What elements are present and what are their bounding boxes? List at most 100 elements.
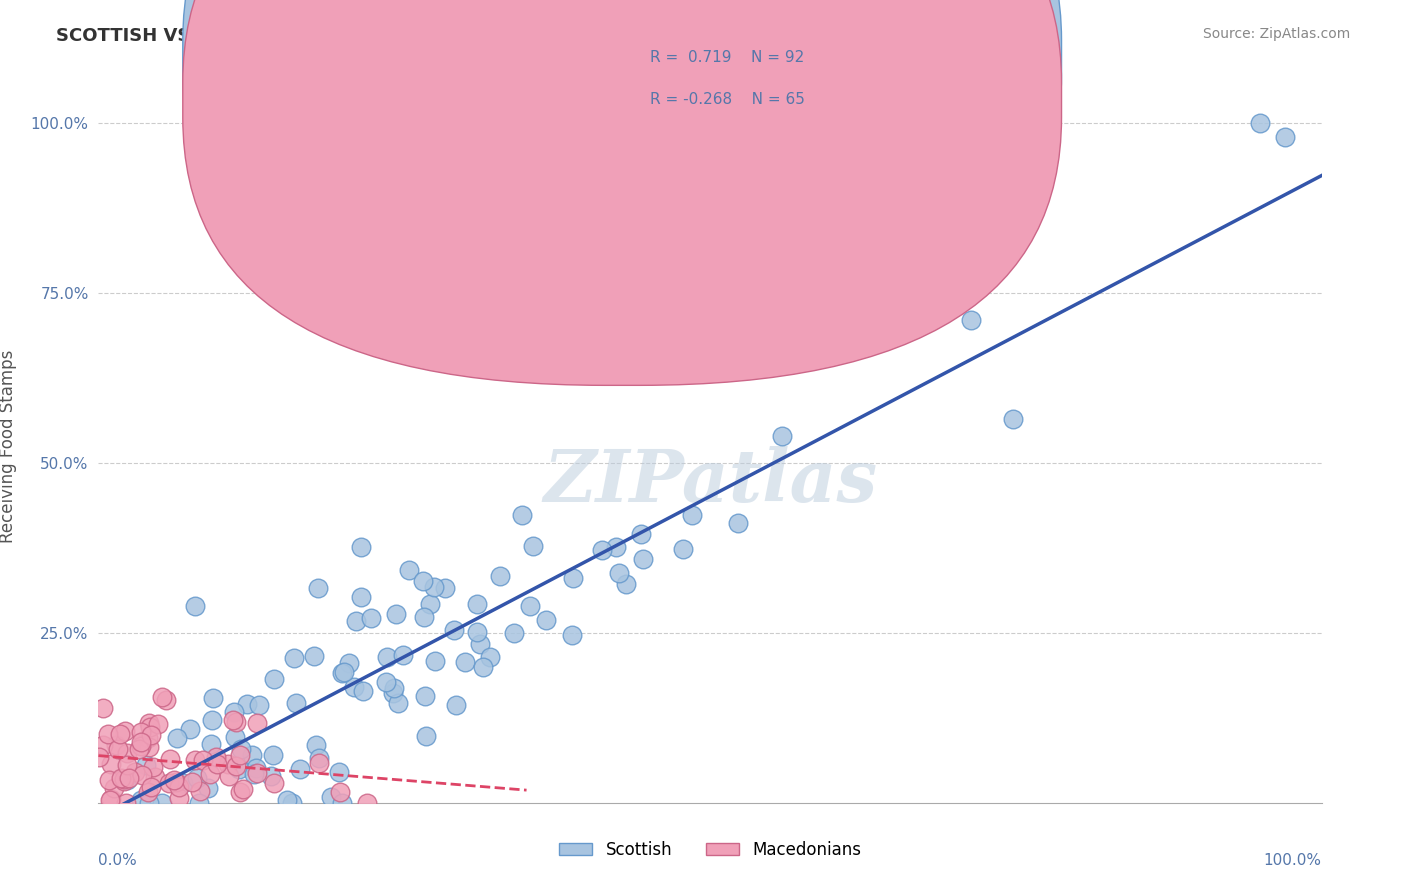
Point <box>91 700 114 714</box>
Point <box>319 790 342 805</box>
Point <box>534 613 557 627</box>
Point <box>1249 116 1271 130</box>
Point <box>453 655 475 669</box>
Point <box>188 796 211 810</box>
Point <box>200 738 222 752</box>
Point <box>217 756 239 771</box>
Point <box>191 753 214 767</box>
Point <box>519 599 541 613</box>
Point <box>225 759 247 773</box>
Point <box>391 648 413 662</box>
Point <box>97 727 120 741</box>
Point <box>201 691 224 706</box>
Point <box>165 775 187 789</box>
Point <box>229 785 252 799</box>
Point <box>330 665 353 680</box>
Point <box>197 780 219 795</box>
Point <box>375 674 398 689</box>
Point <box>308 751 330 765</box>
Point <box>330 796 353 810</box>
Point <box>561 628 583 642</box>
Point <box>131 739 153 754</box>
Point <box>630 526 652 541</box>
Point <box>150 690 173 705</box>
Point <box>245 760 267 774</box>
Y-axis label: Receiving Food Stamps: Receiving Food Stamps <box>0 350 17 542</box>
Point <box>142 760 165 774</box>
Point <box>419 597 441 611</box>
Point <box>412 574 434 589</box>
Point <box>91 738 114 752</box>
Point <box>465 598 488 612</box>
Point <box>510 508 533 522</box>
Point <box>114 724 136 739</box>
Point <box>681 508 703 523</box>
Point <box>188 784 211 798</box>
Point <box>478 650 501 665</box>
Text: ZIPatlas: ZIPatlas <box>543 446 877 517</box>
Point <box>333 665 356 680</box>
Point <box>260 769 283 783</box>
Point <box>117 747 139 761</box>
Point <box>110 772 132 786</box>
Point <box>433 581 456 595</box>
Point <box>262 747 284 762</box>
Point <box>198 767 221 781</box>
Point <box>108 727 131 741</box>
Point <box>229 747 252 762</box>
Point <box>112 774 135 789</box>
Point <box>150 796 173 810</box>
Point <box>609 566 631 581</box>
Point <box>591 543 613 558</box>
Point <box>356 796 378 810</box>
Point <box>100 792 122 806</box>
Point <box>468 637 491 651</box>
Point <box>141 780 163 794</box>
Point <box>103 780 125 795</box>
Point <box>285 696 308 710</box>
Point <box>117 757 139 772</box>
Point <box>224 730 246 744</box>
Point <box>207 756 229 771</box>
Point <box>263 672 285 686</box>
Point <box>138 796 160 810</box>
Point <box>180 775 202 789</box>
Text: 0.0%: 0.0% <box>98 853 138 868</box>
Point <box>242 767 264 781</box>
Point <box>141 728 163 742</box>
Point <box>727 516 749 530</box>
Point <box>360 611 382 625</box>
Point <box>236 697 259 711</box>
Point <box>128 741 150 756</box>
Point <box>184 599 207 613</box>
Point <box>425 654 447 668</box>
Point <box>329 785 352 799</box>
Point <box>344 614 367 628</box>
Point <box>115 773 138 788</box>
Point <box>136 731 159 746</box>
Point <box>166 731 188 746</box>
Point <box>112 772 135 787</box>
Point <box>443 623 465 637</box>
Point <box>138 740 160 755</box>
Point <box>98 772 121 787</box>
Point <box>413 610 436 624</box>
Point <box>231 742 253 756</box>
Point <box>124 764 146 779</box>
Point <box>167 780 190 794</box>
Point <box>1274 129 1296 144</box>
Point <box>232 781 254 796</box>
Point <box>350 540 373 554</box>
Point <box>159 752 181 766</box>
Point <box>276 792 298 806</box>
Point <box>398 563 420 577</box>
Point <box>87 749 110 764</box>
Point <box>349 590 371 604</box>
Point <box>205 749 228 764</box>
Text: Source: ZipAtlas.com: Source: ZipAtlas.com <box>1202 27 1350 41</box>
Point <box>352 684 374 698</box>
Text: R = -0.268    N = 65: R = -0.268 N = 65 <box>650 93 804 107</box>
Point <box>129 725 152 739</box>
Point <box>305 738 328 752</box>
Point <box>218 769 240 783</box>
